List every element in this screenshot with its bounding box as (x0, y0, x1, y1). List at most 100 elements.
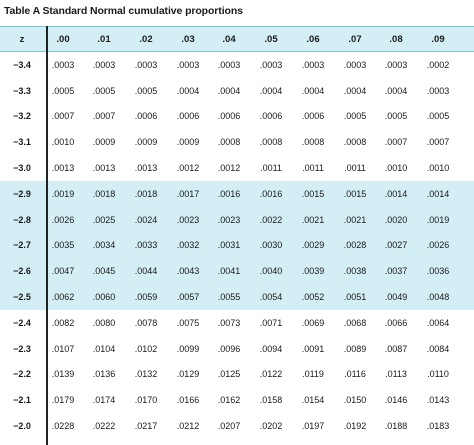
table-cell: .0055 (217, 292, 241, 303)
table-cell: .0008 (301, 137, 325, 148)
table-cell: .0170 (134, 395, 158, 406)
table-cell: .0013 (92, 163, 116, 174)
table-body: −3.4 .0003 .0003 .0003 .0003 .0003 .0003 .0003.… (0, 52, 474, 439)
table-cell: .0059 (134, 292, 158, 303)
table-cell: .0043 (176, 266, 200, 277)
table-cell: .0146 (384, 395, 408, 406)
table-cell: .0052 (301, 292, 325, 303)
table-cell: .0008 (259, 137, 283, 148)
table-cell: .0003 (217, 59, 241, 70)
table-cell: .0005 (134, 85, 158, 96)
table-row: −2.8 .0026 .0025 .0024 .0023 .0023 .0022 .0021.… (0, 206, 474, 233)
table-cell: .0060 (92, 292, 116, 303)
table-cell: .0197 (301, 421, 325, 432)
table-cell: .0007 (426, 137, 450, 148)
table-cell: .0132 (134, 369, 158, 380)
table-cell: .0010 (51, 137, 75, 148)
table-cell: .0037 (384, 266, 408, 277)
column-header: .09 (431, 33, 445, 45)
table-cell: .0166 (176, 395, 200, 406)
table-cell: .0089 (343, 343, 367, 354)
table-cell: .0222 (92, 421, 116, 432)
row-z-value: −2.2 (13, 369, 31, 380)
table-row: −3.3 .0005 .0005 .0005 .0004 .0004 .0004 .0004.… (0, 78, 474, 104)
table-row: −2.4 .0082 .0080 .0078 .0075 .0073 .0071 .0069.… (0, 310, 474, 336)
column-header: .05 (264, 33, 278, 45)
table-cell: .0039 (301, 266, 325, 277)
table-cell: .0017 (176, 188, 200, 199)
table-cell: .0136 (92, 369, 116, 380)
table-cell: .0033 (134, 240, 158, 251)
table-cell: .0036 (426, 266, 450, 277)
table-row: −2.7 .0035 .0034 .0033 .0032 .0031 .0030 .0029.… (0, 232, 474, 259)
column-header: .07 (348, 33, 362, 45)
table-cell: .0010 (426, 163, 450, 174)
table-cell: .0031 (217, 240, 241, 251)
table-cell: .0004 (176, 85, 200, 96)
table-cell: .0054 (259, 292, 283, 303)
table-cell: .0011 (344, 163, 366, 174)
table-cell: .0011 (302, 163, 324, 174)
table-cell: .0080 (92, 317, 116, 328)
table-cell: .0113 (385, 369, 407, 380)
table-cell: .0009 (92, 137, 116, 148)
table-cell: .0012 (176, 163, 200, 174)
table-cell: .0174 (92, 395, 116, 406)
row-z-value: −2.6 (13, 266, 31, 277)
table-cell: .0119 (302, 369, 324, 380)
table-cell: .0049 (384, 292, 408, 303)
table-cell: .0003 (343, 59, 367, 70)
table-cell: .0010 (384, 163, 408, 174)
table-cell: .0078 (134, 317, 158, 328)
table-cell: .0013 (134, 163, 158, 174)
table-row: −2.5 .0062 .0060 .0059 .0057 .0055 .0054 .0052.… (0, 284, 474, 310)
table-cell: .0027 (384, 240, 408, 251)
table-cell: .0016 (217, 188, 241, 199)
table-cell: .0018 (92, 188, 116, 199)
table-cell: .0003 (51, 59, 75, 70)
table-cell: .0064 (426, 317, 450, 328)
table-cell: .0207 (217, 421, 241, 432)
table-cell: .0004 (259, 85, 283, 96)
table-row: −3.1 .0010 .0009 .0009 .0009 .0008 .0008 .0008.… (0, 129, 474, 155)
table-cell: .0040 (259, 266, 283, 277)
table-cell: .0023 (217, 214, 241, 225)
row-z-value: −2.5 (13, 292, 31, 303)
row-z-value: −2.1 (13, 395, 31, 406)
table-row: −2.2 .0139 .0136 .0132 .0129 .0125 .0122 .0119.… (0, 362, 474, 388)
table-cell: .0025 (92, 214, 116, 225)
table-cell: .0091 (301, 343, 325, 354)
table-cell: .0075 (176, 317, 200, 328)
table-cell: .0228 (51, 421, 75, 432)
table-cell: .0028 (343, 240, 367, 251)
table-cell: .0013 (51, 163, 75, 174)
table-row: −3.2 .0007 .0007 .0006 .0006 .0006 .0006 .0006.… (0, 104, 474, 130)
row-z-value: −2.3 (13, 343, 31, 354)
table-cell: .0019 (51, 188, 75, 199)
table-cell: .0041 (217, 266, 241, 277)
table-cell: .0002 (426, 59, 450, 70)
table-row: −3.0 .0013 .0013 .0013 .0012 .0012 .0011 .0011.… (0, 155, 474, 181)
column-header: .00 (56, 33, 70, 45)
table-cell: .0038 (343, 266, 367, 277)
table-cell: .0035 (51, 240, 75, 251)
table-cell: .0015 (301, 188, 325, 199)
row-z-value: −2.4 (13, 317, 31, 328)
table-cell: .0162 (217, 395, 241, 406)
table-cell: .0014 (426, 188, 450, 199)
table-cell: .0005 (51, 85, 75, 96)
table-cell: .0003 (134, 59, 158, 70)
table-cell: .0032 (176, 240, 200, 251)
table-cell: .0006 (176, 111, 200, 122)
table-cell: .0008 (343, 137, 367, 148)
table-cell: .0179 (51, 395, 75, 406)
table-title: Table A Standard Normal cumulative propo… (4, 5, 243, 17)
table-cell: .0094 (259, 343, 283, 354)
table-row: −2.6 .0047 .0045 .0044 .0043 .0041 .0040 .0039.… (0, 258, 474, 285)
table-cell: .0099 (176, 343, 200, 354)
table-cell: .0021 (343, 214, 367, 225)
table-cell: .0018 (134, 188, 158, 199)
table-cell: .0116 (344, 369, 366, 380)
table-cell: .0007 (51, 111, 75, 122)
table-cell: .0003 (426, 85, 450, 96)
